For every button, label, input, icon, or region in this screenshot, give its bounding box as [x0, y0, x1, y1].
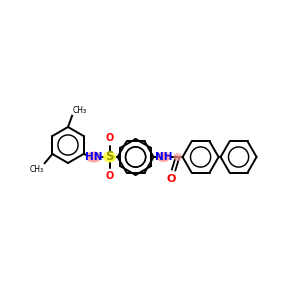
Ellipse shape	[174, 153, 182, 161]
Text: HN: HN	[85, 152, 102, 162]
Ellipse shape	[157, 152, 171, 162]
Text: NH: NH	[155, 152, 172, 162]
Ellipse shape	[103, 152, 116, 163]
Text: O: O	[106, 133, 114, 143]
Text: CH₃: CH₃	[30, 165, 44, 174]
Ellipse shape	[85, 152, 102, 163]
Text: O: O	[167, 174, 176, 184]
Text: CH₃: CH₃	[73, 106, 87, 115]
Text: O: O	[106, 171, 114, 181]
Text: S: S	[105, 151, 114, 164]
